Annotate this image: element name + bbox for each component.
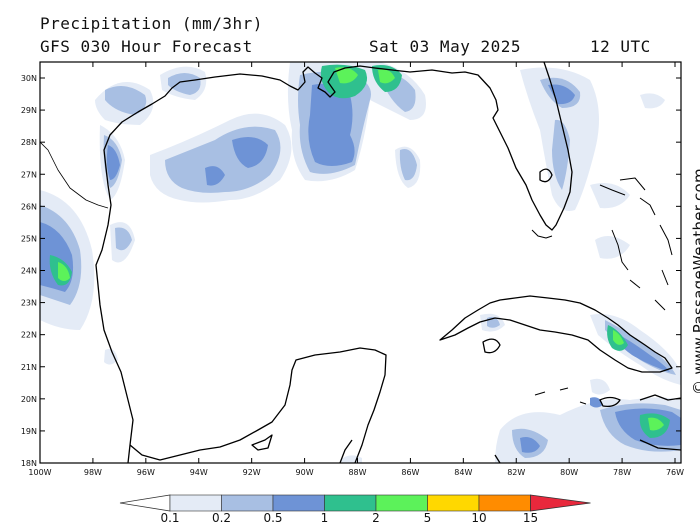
- rio-grande-border: [40, 141, 109, 209]
- lat-tick-label: 19N: [21, 427, 37, 436]
- lon-tick-label: 78W: [613, 468, 631, 477]
- colorbar-segment: [221, 494, 274, 512]
- lon-tick-label: 98W: [84, 468, 102, 477]
- map-title: Precipitation (mm/3hr): [40, 14, 263, 33]
- forecast-date: Sat 03 May 2025: [369, 37, 521, 56]
- lon-tick-label: 84W: [454, 468, 472, 477]
- lon-tick-label: 88W: [348, 468, 366, 477]
- colorbar-level-label: 15: [523, 511, 538, 525]
- lat-tick-label: 30N: [21, 74, 37, 83]
- colorbar-level-label: 10: [471, 511, 486, 525]
- colorbar-legend: 0.1 0.2 0.5 1 2 5 10 15: [119, 494, 591, 525]
- colorbar-segment: [478, 494, 531, 512]
- florida-keys: [531, 229, 553, 239]
- colorbar-segment: [324, 494, 377, 512]
- website-credit: © www.PassageWeather.com: [690, 168, 700, 395]
- colorbar-level-label: 0.5: [263, 511, 282, 525]
- lon-tick-label: 90W: [296, 468, 314, 477]
- lat-tick-label: 23N: [21, 299, 37, 308]
- cayman-islands: [534, 387, 587, 405]
- lon-tick-label: 94W: [190, 468, 208, 477]
- colorbar-segment: [427, 494, 480, 512]
- central-america-coast: [339, 439, 501, 463]
- lat-tick-label: 21N: [21, 363, 37, 372]
- lat-tick-label: 20N: [21, 395, 37, 404]
- lat-tick-label: 25N: [21, 234, 37, 243]
- lat-tick-label: 28N: [21, 138, 37, 147]
- cuba-coast: [439, 295, 673, 373]
- lat-tick-label: 29N: [21, 106, 37, 115]
- lon-tick-label: 96W: [137, 468, 155, 477]
- forecast-model-label: GFS 030 Hour Forecast: [40, 37, 253, 56]
- colorbar-level-label: 1: [321, 511, 329, 525]
- yucatan-coast: [129, 347, 387, 463]
- lon-tick-label: 82W: [507, 468, 525, 477]
- coastline-layer: [40, 62, 681, 463]
- lon-tick-label: 100W: [28, 468, 51, 477]
- precip-layer: [40, 62, 681, 463]
- colorbar-low-arrow: [119, 494, 171, 512]
- jamaica-coast: [599, 396, 621, 408]
- bahamas-islands: [599, 177, 673, 311]
- colorbar-segment: [375, 494, 428, 512]
- colorbar-segment: [272, 494, 325, 512]
- lon-tick-label: 92W: [243, 468, 261, 477]
- axis-ticks: 30N 29N 28N 27N 26N 25N 24N 23N 22N 21N 20N 19N 18N1…: [21, 62, 684, 477]
- lat-tick-label: 22N: [21, 331, 37, 340]
- lon-tick-label: 86W: [401, 468, 419, 477]
- colorbar-level-label: 0.1: [160, 511, 179, 525]
- hispaniola-coast: [639, 394, 681, 451]
- colorbar-segment: [169, 494, 222, 512]
- colorbar-level-label: 0.2: [212, 511, 231, 525]
- colorbar-level-label: 5: [424, 511, 432, 525]
- colorbar-level-label: 2: [372, 511, 380, 525]
- lake-okeechobee: [539, 168, 553, 183]
- belize-coast: [251, 434, 273, 451]
- lat-tick-label: 18N: [21, 459, 37, 468]
- lat-tick-label: 24N: [21, 267, 37, 276]
- gulf-coastline: [95, 62, 573, 463]
- lat-tick-label: 26N: [21, 202, 37, 211]
- map-frame: [39, 61, 682, 464]
- isle-of-youth: [482, 338, 501, 354]
- colorbar-high-arrow: [530, 494, 591, 512]
- lon-tick-label: 76W: [666, 468, 684, 477]
- lon-tick-label: 80W: [560, 468, 578, 477]
- forecast-hour: 12 UTC: [590, 37, 651, 56]
- lat-tick-label: 27N: [21, 170, 37, 179]
